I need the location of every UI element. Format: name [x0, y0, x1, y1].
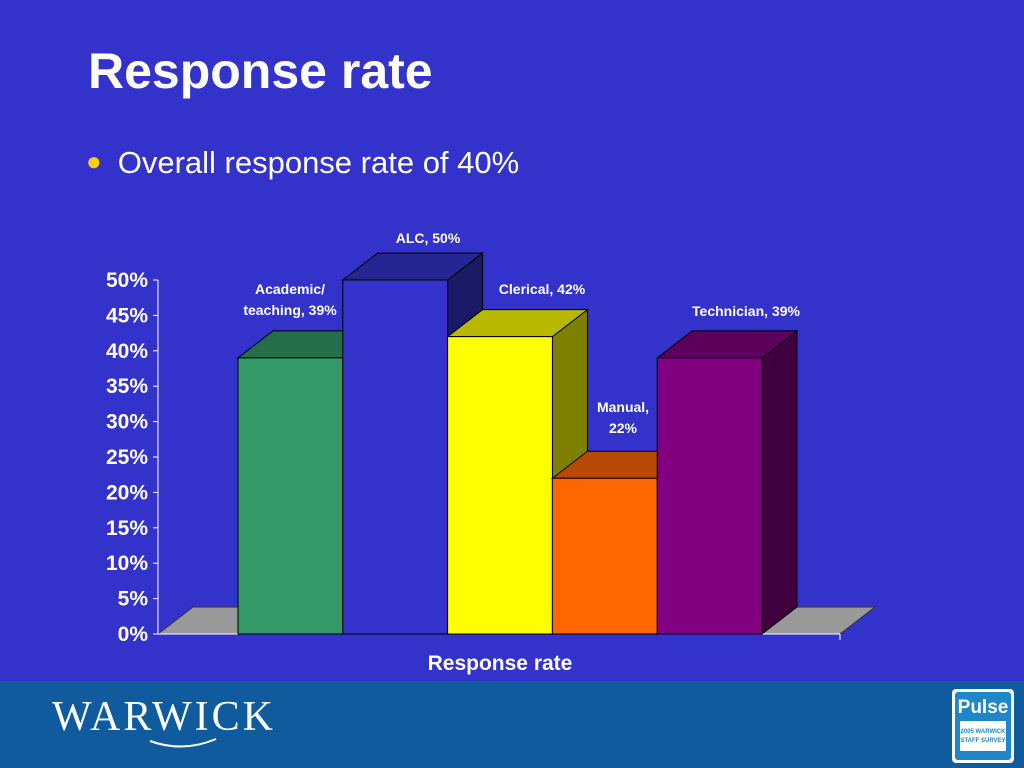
bar-side	[761, 329, 798, 636]
x-axis-title: Response rate	[428, 652, 573, 675]
data-label: Academic/	[255, 281, 325, 297]
data-label: teaching, 39%	[243, 302, 337, 318]
y-tick-label: 45%	[106, 304, 148, 327]
bar	[342, 279, 449, 635]
data-label: Technician, 39%	[692, 303, 800, 319]
y-tick-label: 30%	[106, 411, 148, 434]
bullet-item: ● Overall response rate of 40%	[86, 144, 519, 181]
badge-title: Pulse	[958, 697, 1009, 718]
footer-bar: WARWICK Pulse 2005 WARWICK STAFF SURVEY	[0, 681, 1024, 768]
badge-line2: STAFF SURVEY	[960, 738, 1005, 744]
y-tick-label: 50%	[106, 269, 148, 292]
bar	[551, 477, 658, 635]
bar-chart: 0% 5% 10% 15% 20% 25% 30% 35% 40% 45% 50% Academic/…	[106, 230, 877, 675]
data-label: 22%	[609, 420, 638, 436]
bullet-icon: ●	[86, 146, 102, 176]
badge-line1: 2005 WARWICK	[961, 729, 1007, 735]
bullet-text: Overall response rate of 40%	[117, 145, 520, 180]
data-label: Clerical, 42%	[499, 281, 586, 297]
y-tick-label: 25%	[106, 446, 148, 469]
y-tick-label: 10%	[106, 552, 148, 575]
y-tick-label: 5%	[118, 588, 149, 611]
bar	[656, 357, 763, 635]
pulse-badge-logo: Pulse 2005 WARWICK STAFF SURVEY	[952, 689, 1014, 763]
logo-swoosh-icon	[149, 738, 217, 748]
slide-title: Response rate	[88, 43, 433, 99]
y-tick-label: 20%	[106, 481, 148, 504]
bar	[237, 357, 344, 635]
warwick-logo: WARWICK	[52, 694, 276, 740]
y-tick-label: 15%	[106, 517, 148, 540]
data-label: Manual,	[597, 399, 649, 415]
y-tick-label: 40%	[106, 340, 148, 363]
y-tick-label: 0%	[118, 623, 149, 646]
data-label: ALC, 50%	[396, 230, 461, 246]
y-tick-label: 35%	[106, 375, 148, 398]
bar	[447, 336, 553, 635]
